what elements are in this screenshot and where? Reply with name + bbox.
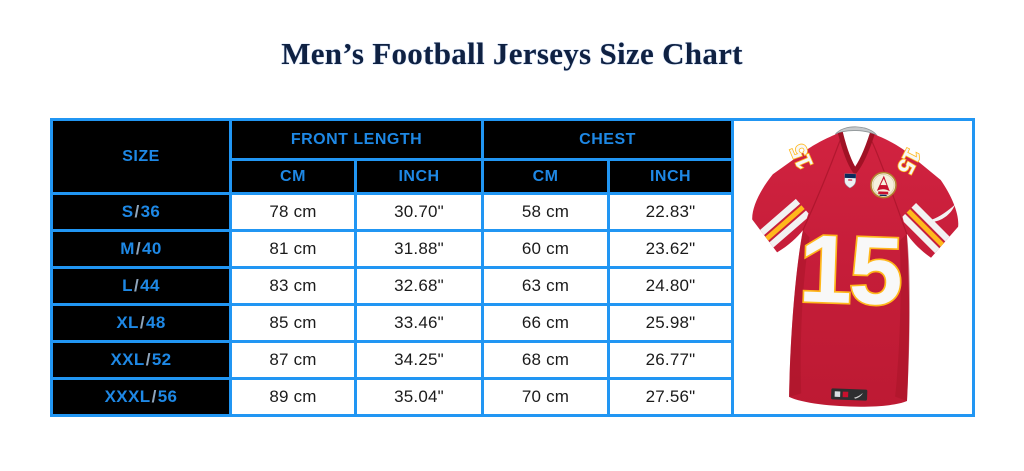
jersey-body	[751, 132, 958, 407]
size-label: XXL/52	[50, 340, 232, 380]
table-row: S/36 78 cm 30.70" 58 cm 22.83"	[50, 192, 974, 232]
front-length-cm-value: 89 cm	[229, 377, 357, 417]
header-row-units: CM INCH CM INCH	[52, 158, 974, 195]
nfl-shield-icon	[843, 173, 856, 189]
chest-inch-value: 25.98"	[607, 303, 735, 343]
chest-inch-value: 27.56"	[607, 377, 735, 417]
size-number: 36	[140, 202, 161, 221]
table-row: XXL/52 87 cm 34.25" 68 cm 26.77"	[50, 340, 974, 380]
nike-swoosh-icon	[930, 204, 955, 222]
size-label: L/44	[50, 266, 232, 306]
table-row: XXXL/56 89 cm 35.04" 70 cm 27.56"	[50, 377, 974, 417]
size-label: M/40	[50, 229, 232, 269]
championship-patch-icon	[869, 171, 897, 199]
front-length-cm-value: 78 cm	[229, 192, 357, 232]
chest-inch-value: 23.62"	[607, 229, 735, 269]
size-separator: /	[135, 239, 141, 258]
size-label: XL/48	[50, 303, 232, 343]
size-letter: XL	[116, 313, 139, 332]
table-row: L/44 83 cm 32.68" 63 cm 24.80"	[50, 266, 974, 306]
table-row: M/40 81 cm 31.88" 60 cm 23.62"	[50, 229, 974, 269]
chest-inch-value: 26.77"	[607, 340, 735, 380]
front-length-inch-value: 32.68"	[353, 266, 485, 306]
size-separator: /	[133, 276, 140, 295]
front-length-inch-value: 35.04"	[353, 377, 485, 417]
chest-cm-value: 68 cm	[481, 340, 611, 380]
table-row: XL/48 85 cm 33.46" 66 cm 25.98"	[50, 303, 974, 343]
column-header-size: SIZE	[50, 118, 232, 195]
size-label: S/36	[50, 192, 232, 232]
size-letter: M	[120, 239, 135, 258]
chest-inch-value: 22.83"	[607, 192, 735, 232]
page-title: Men’s Football Jerseys Size Chart	[281, 36, 743, 71]
front-length-cm-value: 87 cm	[229, 340, 357, 380]
chest-cm-value: 66 cm	[481, 303, 611, 343]
chest-cm-value: 70 cm	[481, 377, 611, 417]
column-header-front-length: FRONT LENGTH	[228, 118, 485, 161]
front-length-inch-value: 34.25"	[353, 340, 485, 380]
jersey-product-image-cell: 15 15	[731, 118, 976, 417]
front-length-cm-value: 81 cm	[229, 229, 357, 269]
size-chart-table: SIZE FRONT LENGTH CHEST	[50, 118, 976, 417]
size-label: XXXL/56	[50, 377, 232, 417]
column-header-front-inch: INCH	[353, 158, 485, 195]
jersey-collar-trim	[837, 131, 875, 174]
size-separator: /	[145, 350, 151, 369]
size-letter: L	[122, 276, 133, 295]
chest-cm-value: 58 cm	[481, 192, 611, 232]
jersey-side-panel-right	[894, 233, 910, 402]
front-length-cm-value: 83 cm	[229, 266, 357, 306]
size-separator: /	[134, 202, 140, 221]
size-number: 40	[141, 239, 162, 258]
size-number: 44	[140, 276, 160, 295]
header-row-groups: SIZE FRONT LENGTH CHEST	[50, 118, 976, 417]
size-letter: S	[121, 202, 134, 221]
front-length-inch-value: 31.88"	[353, 229, 485, 269]
size-separator: /	[151, 387, 157, 406]
size-number: 52	[151, 350, 172, 369]
size-number: 48	[145, 313, 166, 332]
column-header-front-cm: CM	[229, 158, 357, 195]
size-letter: XXL	[110, 350, 145, 369]
chest-cm-value: 63 cm	[481, 266, 611, 306]
jersey-seam-left	[801, 140, 841, 231]
jersey-image: 15 15	[750, 126, 961, 407]
jock-tag	[830, 388, 867, 401]
size-number: 56	[157, 387, 178, 406]
column-header-chest: CHEST	[481, 118, 735, 161]
chest-cm-value: 60 cm	[481, 229, 611, 269]
size-letter: XXXL	[104, 387, 151, 406]
chest-inch-value: 24.80"	[607, 266, 735, 306]
column-header-chest-cm: CM	[481, 158, 611, 195]
front-length-cm-value: 85 cm	[229, 303, 357, 343]
jersey-graphic: 15 15	[750, 126, 961, 407]
size-separator: /	[139, 313, 145, 332]
column-header-chest-inch: INCH	[607, 158, 735, 195]
jersey-number: 15	[797, 215, 902, 325]
jersey-side-panel-left	[788, 230, 810, 397]
front-length-inch-value: 30.70"	[353, 192, 485, 232]
front-length-inch-value: 33.46"	[353, 303, 485, 343]
